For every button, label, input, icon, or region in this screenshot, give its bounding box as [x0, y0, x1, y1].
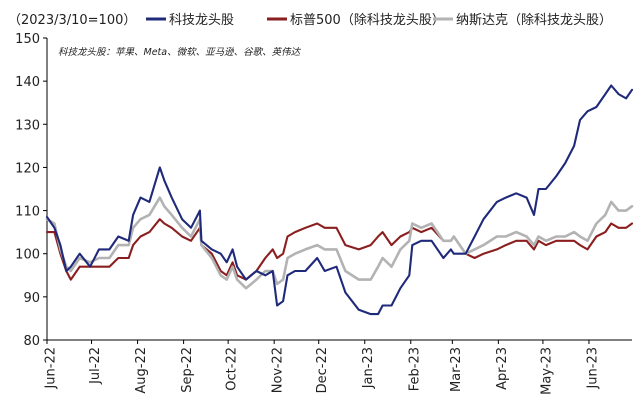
x-tick-label: Aug-22	[134, 347, 149, 394]
x-tick-label: Feb-23	[407, 347, 422, 391]
axes: 80 90 100 110 120 130 140 150 Jun-22 Jul-22 Aug-22…	[15, 32, 632, 395]
y-tick-label: 120	[15, 161, 40, 176]
y-tick-label: 140	[15, 75, 40, 90]
x-tick-label: Mar-23	[449, 347, 464, 392]
x-tick-label: Nov-22	[271, 347, 286, 393]
series-line-2	[45, 218, 634, 281]
x-tick-label: Sep-22	[180, 347, 195, 393]
x-tick-label: Jul-22	[88, 347, 103, 385]
y-tick-label: 80	[23, 334, 40, 349]
series-line-1	[45, 84, 634, 316]
unit-label: （2023/3/10=100）	[8, 13, 136, 28]
x-tick-label: Jun-23	[585, 347, 600, 390]
legend-label-3: 纳斯达克（除科技龙头股）	[456, 13, 612, 28]
y-tick-label: 100	[15, 248, 40, 263]
x-tick-label: Oct-22	[225, 347, 240, 391]
y-tick-label: 130	[15, 118, 40, 133]
x-tick-label: Jun-22	[44, 347, 59, 390]
chart-note: 科技龙头股：苹果、Meta、微软、亚马逊、谷歌、英伟达	[58, 47, 302, 58]
legend-label-2: 标普500（除科技龙头股）	[290, 13, 445, 28]
legend-label-1: 科技龙头股	[169, 13, 234, 28]
series-group	[45, 84, 634, 316]
series-line-3	[45, 196, 634, 290]
x-tick-label: Apr-23	[495, 347, 510, 390]
y-tick-label: 150	[15, 32, 40, 47]
x-tick-label: Dec-22	[315, 347, 330, 393]
x-tick-label: Jan-23	[361, 347, 376, 389]
legend: 科技龙头股 标普500（除科技龙头股） 纳斯达克（除科技龙头股）	[146, 13, 612, 28]
y-tick-label: 90	[23, 291, 40, 306]
y-tick-label: 110	[15, 205, 40, 220]
x-tick-label: May-23	[539, 347, 554, 395]
